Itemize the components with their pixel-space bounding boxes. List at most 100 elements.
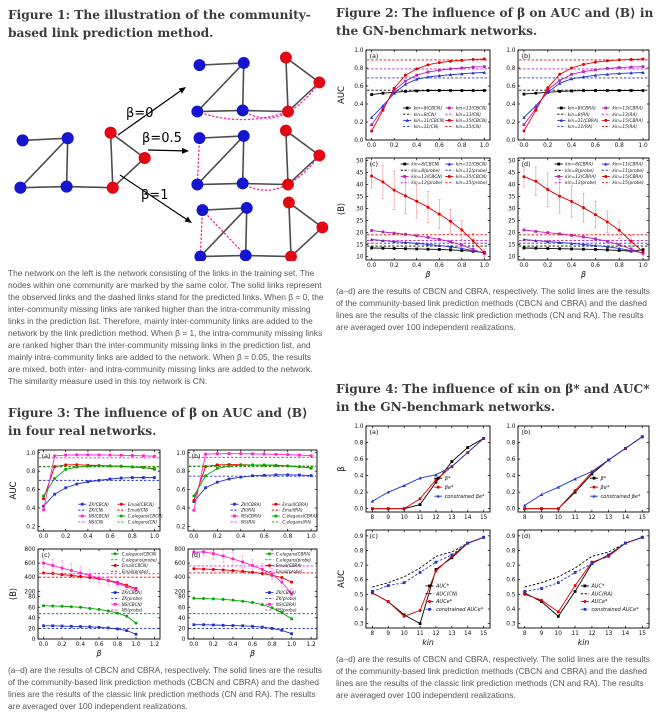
svg-text:800: 800 bbox=[174, 547, 185, 553]
svg-text:0.4: 0.4 bbox=[228, 641, 238, 647]
figure2-chart-grid: 0.0 0.2 0.4 0.6 0.8 1.0 0.0 0.2 0.4 0.6 0.8 1.0 kin=… bbox=[336, 45, 654, 279]
svg-text:kin=13(probe): kin=13(probe) bbox=[411, 180, 443, 186]
svg-text:(d): (d) bbox=[192, 551, 201, 559]
svg-text:Email(CN): Email(CN) bbox=[128, 507, 149, 512]
svg-text:1.0: 1.0 bbox=[480, 142, 490, 148]
svg-text:0.8: 0.8 bbox=[26, 469, 36, 475]
svg-text:kin=15(CN): kin=15(CN) bbox=[456, 124, 481, 130]
svg-text:kin=8(RA): kin=8(RA) bbox=[568, 111, 590, 117]
svg-text:10: 10 bbox=[555, 514, 563, 520]
svg-text:β*: β* bbox=[445, 475, 451, 481]
svg-text:1.2: 1.2 bbox=[150, 641, 160, 647]
figure3-block: Figure 3: The influence of β on AUC and … bbox=[8, 404, 324, 712]
svg-text:0.8: 0.8 bbox=[354, 440, 364, 446]
svg-text:20: 20 bbox=[356, 230, 364, 236]
svg-text:30: 30 bbox=[508, 206, 516, 212]
svg-text:0.8: 0.8 bbox=[354, 548, 364, 554]
svg-text:Email(CBRA): Email(CBRA) bbox=[282, 501, 308, 506]
svg-text:0.2: 0.2 bbox=[543, 142, 553, 148]
svg-text:AUC: AUC bbox=[9, 481, 19, 499]
svg-text:40: 40 bbox=[28, 615, 36, 621]
svg-text:kin: kin bbox=[422, 638, 434, 647]
svg-text:C.elegans(CN): C.elegans(CN) bbox=[128, 519, 158, 524]
svg-text:C.elegans(probe): C.elegans(probe) bbox=[276, 557, 312, 562]
svg-text:0.4: 0.4 bbox=[354, 473, 364, 479]
svg-text:1.2: 1.2 bbox=[307, 641, 317, 647]
svg-text:0: 0 bbox=[32, 637, 36, 643]
svg-text:ZK(CBRA): ZK(CBRA) bbox=[240, 501, 261, 506]
svg-text:15: 15 bbox=[356, 242, 364, 248]
svg-text:AUCe*: AUCe* bbox=[590, 599, 608, 605]
svg-text:0.0: 0.0 bbox=[39, 641, 49, 647]
svg-text:0.4: 0.4 bbox=[354, 102, 364, 108]
svg-text:Email(CBCN): Email(CBCN) bbox=[128, 501, 155, 506]
svg-text:600: 600 bbox=[174, 561, 185, 567]
svg-text:kin=8(CBRA): kin=8(CBRA) bbox=[568, 105, 596, 111]
svg-text:0.8: 0.8 bbox=[113, 641, 123, 647]
svg-text:0.6: 0.6 bbox=[26, 487, 36, 493]
svg-text:20: 20 bbox=[28, 626, 36, 632]
svg-text:0.6: 0.6 bbox=[435, 262, 445, 268]
svg-text:NS(RA): NS(RA) bbox=[241, 519, 256, 524]
svg-text:kin=11(RA): kin=11(RA) bbox=[568, 124, 593, 130]
svg-text:40: 40 bbox=[356, 182, 364, 188]
svg-text:14: 14 bbox=[622, 630, 630, 636]
svg-text:ZK(CBRA): ZK(CBRA) bbox=[275, 590, 296, 595]
svg-text:Email(probe): Email(probe) bbox=[122, 568, 149, 573]
svg-text:(c): (c) bbox=[42, 551, 51, 559]
figure3-panel-b: 0.0 0.2 0.4 0.6 0.8 1.00.20.40.60.81.0ZK(CBRA… bbox=[176, 449, 318, 539]
svg-text:0.9: 0.9 bbox=[506, 533, 516, 539]
svg-text:9: 9 bbox=[386, 514, 390, 520]
svg-text:0.3: 0.3 bbox=[506, 621, 516, 627]
svg-text:40: 40 bbox=[178, 615, 186, 621]
svg-text:0.0: 0.0 bbox=[506, 138, 516, 144]
svg-text:(a): (a) bbox=[370, 428, 379, 436]
figure3-chart-grid: 0.0 0.2 0.4 0.6 0.8 1.0 0.2 0.4 0.6 0.8 1.0 ZK(CBCN… bbox=[8, 445, 324, 658]
svg-text:0.6: 0.6 bbox=[506, 457, 516, 463]
svg-text:200: 200 bbox=[174, 589, 185, 595]
svg-text:0.2: 0.2 bbox=[506, 490, 516, 496]
svg-text:Email(RA): Email(RA) bbox=[282, 507, 303, 512]
svg-text:1.0: 1.0 bbox=[506, 48, 516, 54]
svg-text:0.6: 0.6 bbox=[176, 487, 186, 493]
svg-text:20: 20 bbox=[178, 626, 186, 632]
svg-text:0.8: 0.8 bbox=[128, 533, 138, 539]
svg-text:kin=13(CBCN): kin=13(CBCN) bbox=[456, 105, 487, 111]
svg-text:200: 200 bbox=[24, 589, 35, 595]
svg-text:800: 800 bbox=[24, 547, 35, 553]
svg-text:kin=13(CBRA): kin=13(CBRA) bbox=[565, 174, 596, 180]
svg-text:0.2: 0.2 bbox=[543, 262, 553, 268]
svg-text:0.8: 0.8 bbox=[506, 66, 516, 72]
svg-text:kin=8(CBRA): kin=8(CBRA) bbox=[565, 161, 593, 167]
svg-text:50: 50 bbox=[508, 158, 516, 164]
svg-text:14: 14 bbox=[622, 514, 630, 520]
figure2-panel-a: 0.0 0.2 0.4 0.6 0.8 1.0 0.0 0.2 0.4 0.6 0.8 1.0 kin=… bbox=[337, 48, 491, 148]
svg-text:0.4: 0.4 bbox=[506, 473, 516, 479]
svg-text:8: 8 bbox=[523, 630, 527, 636]
svg-text:50: 50 bbox=[356, 158, 364, 164]
svg-text:0.6: 0.6 bbox=[435, 142, 445, 148]
svg-text:βe*: βe* bbox=[445, 484, 454, 490]
svg-text:0.4: 0.4 bbox=[236, 533, 246, 539]
svg-text:0.6: 0.6 bbox=[506, 577, 516, 583]
svg-text:0.4: 0.4 bbox=[506, 607, 516, 613]
svg-text:13: 13 bbox=[605, 630, 613, 636]
svg-text:0.8: 0.8 bbox=[354, 66, 364, 72]
svg-text:⟨B⟩: ⟨B⟩ bbox=[337, 202, 347, 214]
svg-text:0.3: 0.3 bbox=[354, 621, 364, 627]
svg-text:1.0: 1.0 bbox=[506, 424, 516, 430]
svg-text:0.8: 0.8 bbox=[267, 641, 277, 647]
svg-text:0.4: 0.4 bbox=[26, 506, 36, 512]
svg-text:kin=11(CBCN): kin=11(CBCN) bbox=[456, 161, 487, 167]
figure1-caption: The network on the left is the network c… bbox=[8, 267, 324, 387]
svg-text:AUC*: AUC* bbox=[590, 583, 605, 589]
svg-text:ZK(CBCN): ZK(CBCN) bbox=[121, 590, 143, 595]
svg-text:0.0: 0.0 bbox=[519, 262, 529, 268]
svg-text:β=0: β=0 bbox=[126, 106, 153, 121]
svg-text:10: 10 bbox=[508, 254, 516, 260]
svg-text:constrained βe*: constrained βe* bbox=[601, 493, 641, 499]
svg-text:0.4: 0.4 bbox=[354, 607, 364, 613]
svg-text:Email(CBRA): Email(CBRA) bbox=[276, 563, 302, 568]
svg-text:11: 11 bbox=[416, 514, 424, 520]
svg-text:β*: β* bbox=[601, 475, 607, 481]
